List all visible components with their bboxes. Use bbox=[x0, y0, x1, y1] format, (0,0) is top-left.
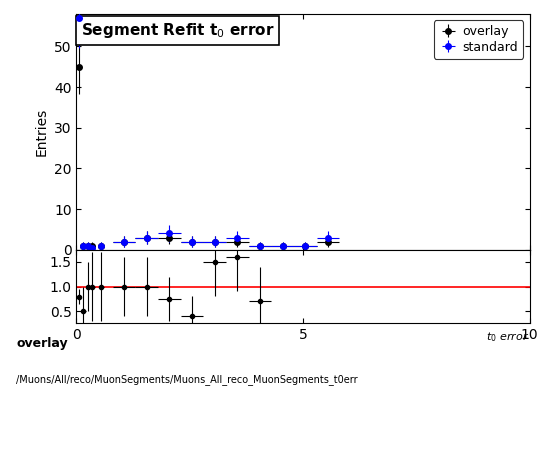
Y-axis label: Entries: Entries bbox=[34, 108, 49, 156]
Text: /Muons/All/reco/MuonSegments/Muons_All_reco_MuonSegments_t0err: /Muons/All/reco/MuonSegments/Muons_All_r… bbox=[16, 374, 358, 385]
Text: t$_0$ error: t$_0$ error bbox=[486, 330, 530, 344]
Legend: overlay, standard: overlay, standard bbox=[434, 20, 524, 59]
Text: Segment Refit t$_0$ error: Segment Refit t$_0$ error bbox=[81, 21, 275, 40]
Text: overlay: overlay bbox=[16, 337, 68, 350]
